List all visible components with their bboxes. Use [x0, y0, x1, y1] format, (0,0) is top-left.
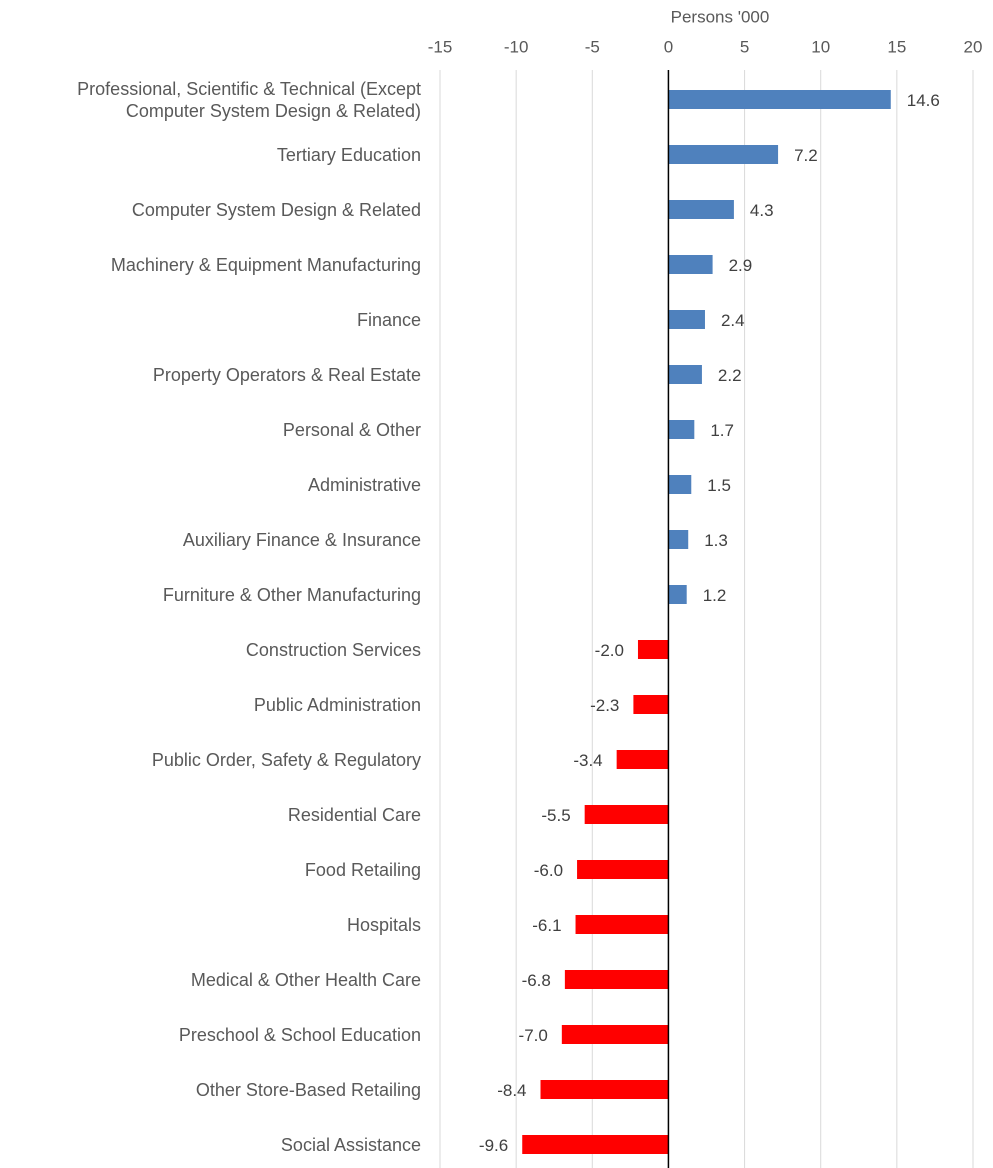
bar	[577, 860, 669, 879]
data-label: 2.4	[721, 311, 745, 330]
data-label: -9.6	[479, 1136, 508, 1155]
category-label: Public Order, Safety & Regulatory	[151, 749, 421, 770]
data-label: -6.1	[532, 916, 561, 935]
data-label: -6.0	[534, 861, 563, 880]
data-label: 7.2	[794, 146, 818, 165]
bar	[668, 310, 705, 329]
category-label: Public Administration	[253, 694, 421, 715]
x-tick-label: -5	[585, 37, 600, 56]
data-label: 1.2	[703, 586, 727, 605]
data-label: -2.3	[590, 696, 619, 715]
category-label: Personal & Other	[282, 419, 421, 440]
bar	[564, 970, 669, 989]
bar	[584, 805, 669, 824]
category-label: Auxiliary Finance & Insurance	[182, 529, 421, 550]
x-tick-label: 0	[664, 37, 673, 56]
data-label: -6.8	[522, 971, 551, 990]
bar	[668, 420, 695, 439]
x-tick-label: 10	[811, 37, 830, 56]
bar	[668, 255, 713, 274]
category-label: Professional, Scientific & Technical (Ex…	[77, 78, 421, 121]
x-tick-label: 20	[964, 37, 983, 56]
data-label: -2.0	[595, 641, 624, 660]
bar	[616, 750, 669, 769]
x-tick-label: -10	[504, 37, 529, 56]
data-label: -8.4	[497, 1081, 526, 1100]
category-label: Residential Care	[287, 804, 421, 825]
bar	[561, 1025, 669, 1044]
bar	[668, 475, 692, 494]
bar	[633, 695, 669, 714]
category-label: Furniture & Other Manufacturing	[162, 584, 421, 605]
data-label: -3.4	[573, 751, 602, 770]
data-label: 1.3	[704, 531, 728, 550]
category-label: Preschool & School Education	[178, 1024, 421, 1045]
data-label: -7.0	[519, 1026, 548, 1045]
data-label: 2.9	[729, 256, 753, 275]
data-label: 2.2	[718, 366, 742, 385]
category-label: Social Assistance	[280, 1134, 421, 1155]
category-label: Construction Services	[245, 639, 421, 660]
category-label: Property Operators & Real Estate	[152, 364, 421, 385]
category-label: Medical & Other Health Care	[190, 969, 421, 990]
category-label: Finance	[356, 309, 421, 330]
data-label: 1.7	[710, 421, 734, 440]
x-tick-label: 15	[887, 37, 906, 56]
bar	[668, 200, 734, 219]
data-label: 1.5	[707, 476, 731, 495]
bar	[637, 640, 669, 659]
data-label: 14.6	[907, 91, 940, 110]
category-label: Tertiary Education	[276, 144, 421, 165]
category-label: Hospitals	[346, 914, 421, 935]
bar	[668, 585, 687, 604]
category-label: Administrative	[307, 474, 421, 495]
category-label: Other Store-Based Retailing	[195, 1079, 421, 1100]
bar	[575, 915, 669, 934]
bar	[668, 145, 779, 164]
bar	[540, 1080, 669, 1099]
category-label: Machinery & Equipment Manufacturing	[110, 254, 421, 275]
x-axis-label: Persons '000	[671, 7, 770, 26]
bar	[668, 530, 689, 549]
x-tick-label: -15	[428, 37, 453, 56]
x-tick-label: 5	[740, 37, 749, 56]
category-label: Food Retailing	[304, 859, 421, 880]
bar	[522, 1135, 669, 1154]
data-label: 4.3	[750, 201, 774, 220]
bar	[668, 90, 891, 109]
bar	[668, 365, 702, 384]
category-label: Computer System Design & Related	[131, 199, 421, 220]
data-label: -5.5	[541, 806, 570, 825]
